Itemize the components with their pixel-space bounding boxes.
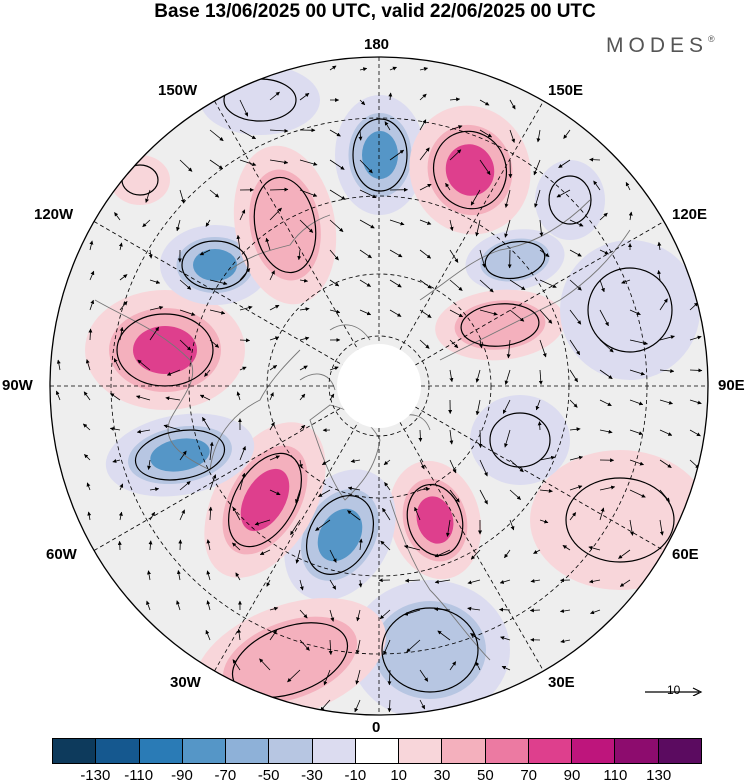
colorbar-swatch — [53, 739, 96, 763]
wind-vector — [499, 609, 510, 610]
anomaly-contour — [193, 249, 237, 281]
colorbar-swatch — [659, 739, 701, 763]
colorbar-swatch — [486, 739, 529, 763]
lon-label-150e: 150E — [548, 82, 583, 99]
lon-label-120e: 120E — [672, 206, 707, 223]
colorbar — [52, 738, 702, 764]
anomaly-contour — [374, 601, 486, 699]
colorbar-swatch — [183, 739, 226, 763]
anomaly-contour — [362, 131, 398, 179]
colorbar-tick-label: 10 — [390, 767, 407, 784]
lon-label-60w: 60W — [46, 546, 77, 563]
lon-label-150w: 150W — [158, 82, 197, 99]
colorbar-swatch — [529, 739, 572, 763]
colorbar-tick-label: -90 — [171, 767, 193, 784]
colorbar-swatch — [96, 739, 139, 763]
lon-label-30e: 30E — [548, 674, 575, 691]
lon-label-60e: 60E — [672, 546, 699, 563]
wind-vector — [690, 370, 702, 371]
colorbar-tick-label: -30 — [301, 767, 323, 784]
colorbar-swatch — [572, 739, 615, 763]
lon-label-180: 180 — [364, 36, 389, 53]
colorbar-tick-label: -50 — [258, 767, 280, 784]
wind-vector — [539, 422, 540, 430]
colorbar-swatch — [140, 739, 183, 763]
colorbar-swatch — [356, 739, 399, 763]
polar-cap — [337, 344, 421, 428]
anomaly-contour — [530, 450, 710, 590]
colorbar-tick-label: 130 — [646, 767, 671, 784]
wind-vector — [530, 610, 540, 611]
colorbar-tick-label: 70 — [520, 767, 537, 784]
colorbar-swatch — [226, 739, 269, 763]
colorbar-tick-label: -10 — [344, 767, 366, 784]
anomaly-contour — [200, 65, 320, 135]
colorbar-swatch — [399, 739, 442, 763]
colorbar-tick-label: -70 — [214, 767, 236, 784]
lon-label-90e: 90E — [718, 377, 745, 394]
anomaly-contour — [535, 160, 605, 240]
colorbar-swatch — [615, 739, 658, 763]
lon-label-120w: 120W — [34, 206, 73, 223]
colorbar-swatch — [269, 739, 312, 763]
colorbar-swatch — [313, 739, 356, 763]
anomaly-contour — [110, 155, 170, 205]
colorbar-tick-label: -130 — [80, 767, 110, 784]
polar-stereographic-map — [0, 0, 750, 735]
colorbar-tick-label: 110 — [603, 767, 627, 784]
colorbar-tick-label: 30 — [434, 767, 451, 784]
colorbar-swatch — [442, 739, 485, 763]
colorbar-tick-label: 50 — [477, 767, 494, 784]
colorbar-tick-label: 90 — [564, 767, 581, 784]
lon-label-90w: 90W — [2, 377, 33, 394]
lon-label-30w: 30W — [170, 674, 201, 691]
reference-vector-label: 10 — [667, 683, 680, 697]
colorbar-tick-label: -110 — [124, 767, 153, 784]
anomaly-contour — [133, 326, 197, 374]
lon-label-0: 0 — [372, 719, 380, 736]
colorbar-labels: -130 -110 -90 -70 -50 -30 -10 10 30 50 70 90 110 130 — [0, 767, 750, 783]
